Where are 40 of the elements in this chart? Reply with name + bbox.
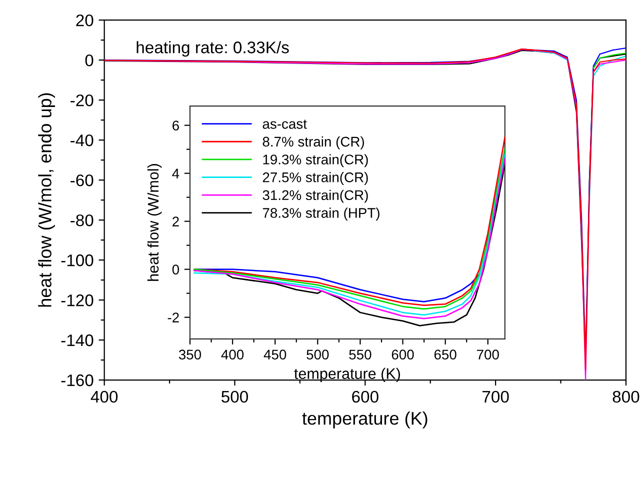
y-tick-label: 6 <box>172 120 179 130</box>
x-tick-label: 350 <box>178 350 202 360</box>
x-tick-label: 550 <box>349 350 372 360</box>
legend-label: 31.2% strain(CR) <box>262 190 368 203</box>
y-tick-label: -100 <box>61 254 94 266</box>
x-tick-label: 500 <box>222 390 248 403</box>
x-tick-label: 400 <box>221 350 244 360</box>
y-axis-title: heat flow (W/mol) <box>147 164 162 281</box>
x-tick-label: 400 <box>90 390 118 403</box>
legend-label: 78.3% strain (HPT) <box>262 208 380 221</box>
y-tick-label: -60 <box>70 174 94 186</box>
legend-label: 8.7% strain (CR) <box>262 136 364 150</box>
x-tick-label: 650 <box>434 350 456 360</box>
y-tick-label: 2 <box>172 216 179 226</box>
legend-label: as-cast <box>262 120 307 129</box>
y-tick-label: 20 <box>76 14 94 26</box>
y-tick-label: 0 <box>172 264 180 274</box>
x-tick-label: 800 <box>612 390 640 403</box>
y-tick-label: -120 <box>61 294 94 306</box>
x-axis-title: temperature (K) <box>294 368 400 382</box>
y-tick-label: -80 <box>70 214 94 226</box>
x-axis-title: temperature (K) <box>302 412 428 428</box>
y-tick-label: -20 <box>70 94 94 106</box>
x-tick-label: 700 <box>477 350 499 360</box>
y-axis-title: heat flow (W/mol, endo up) <box>38 93 55 307</box>
x-tick-label: 600 <box>392 350 414 360</box>
x-tick-label: 600 <box>352 390 378 403</box>
y-tick-label: -140 <box>61 334 94 346</box>
legend-label: 19.3% strain(CR) <box>263 154 368 168</box>
y-tick-label: -2 <box>168 312 179 322</box>
x-tick-label: 450 <box>264 350 286 360</box>
y-tick-label: 4 <box>172 168 180 178</box>
y-tick-label: 0 <box>85 54 94 66</box>
y-tick-label: -40 <box>70 134 94 146</box>
annotation: heating rate: 0.33K/s <box>136 41 289 57</box>
x-tick-label: 500 <box>306 350 329 360</box>
line-series <box>592 52 626 69</box>
legend-label: 27.5% strain(CR) <box>262 172 368 185</box>
x-tick-label: 700 <box>482 390 509 403</box>
y-tick-label: -160 <box>61 374 94 386</box>
